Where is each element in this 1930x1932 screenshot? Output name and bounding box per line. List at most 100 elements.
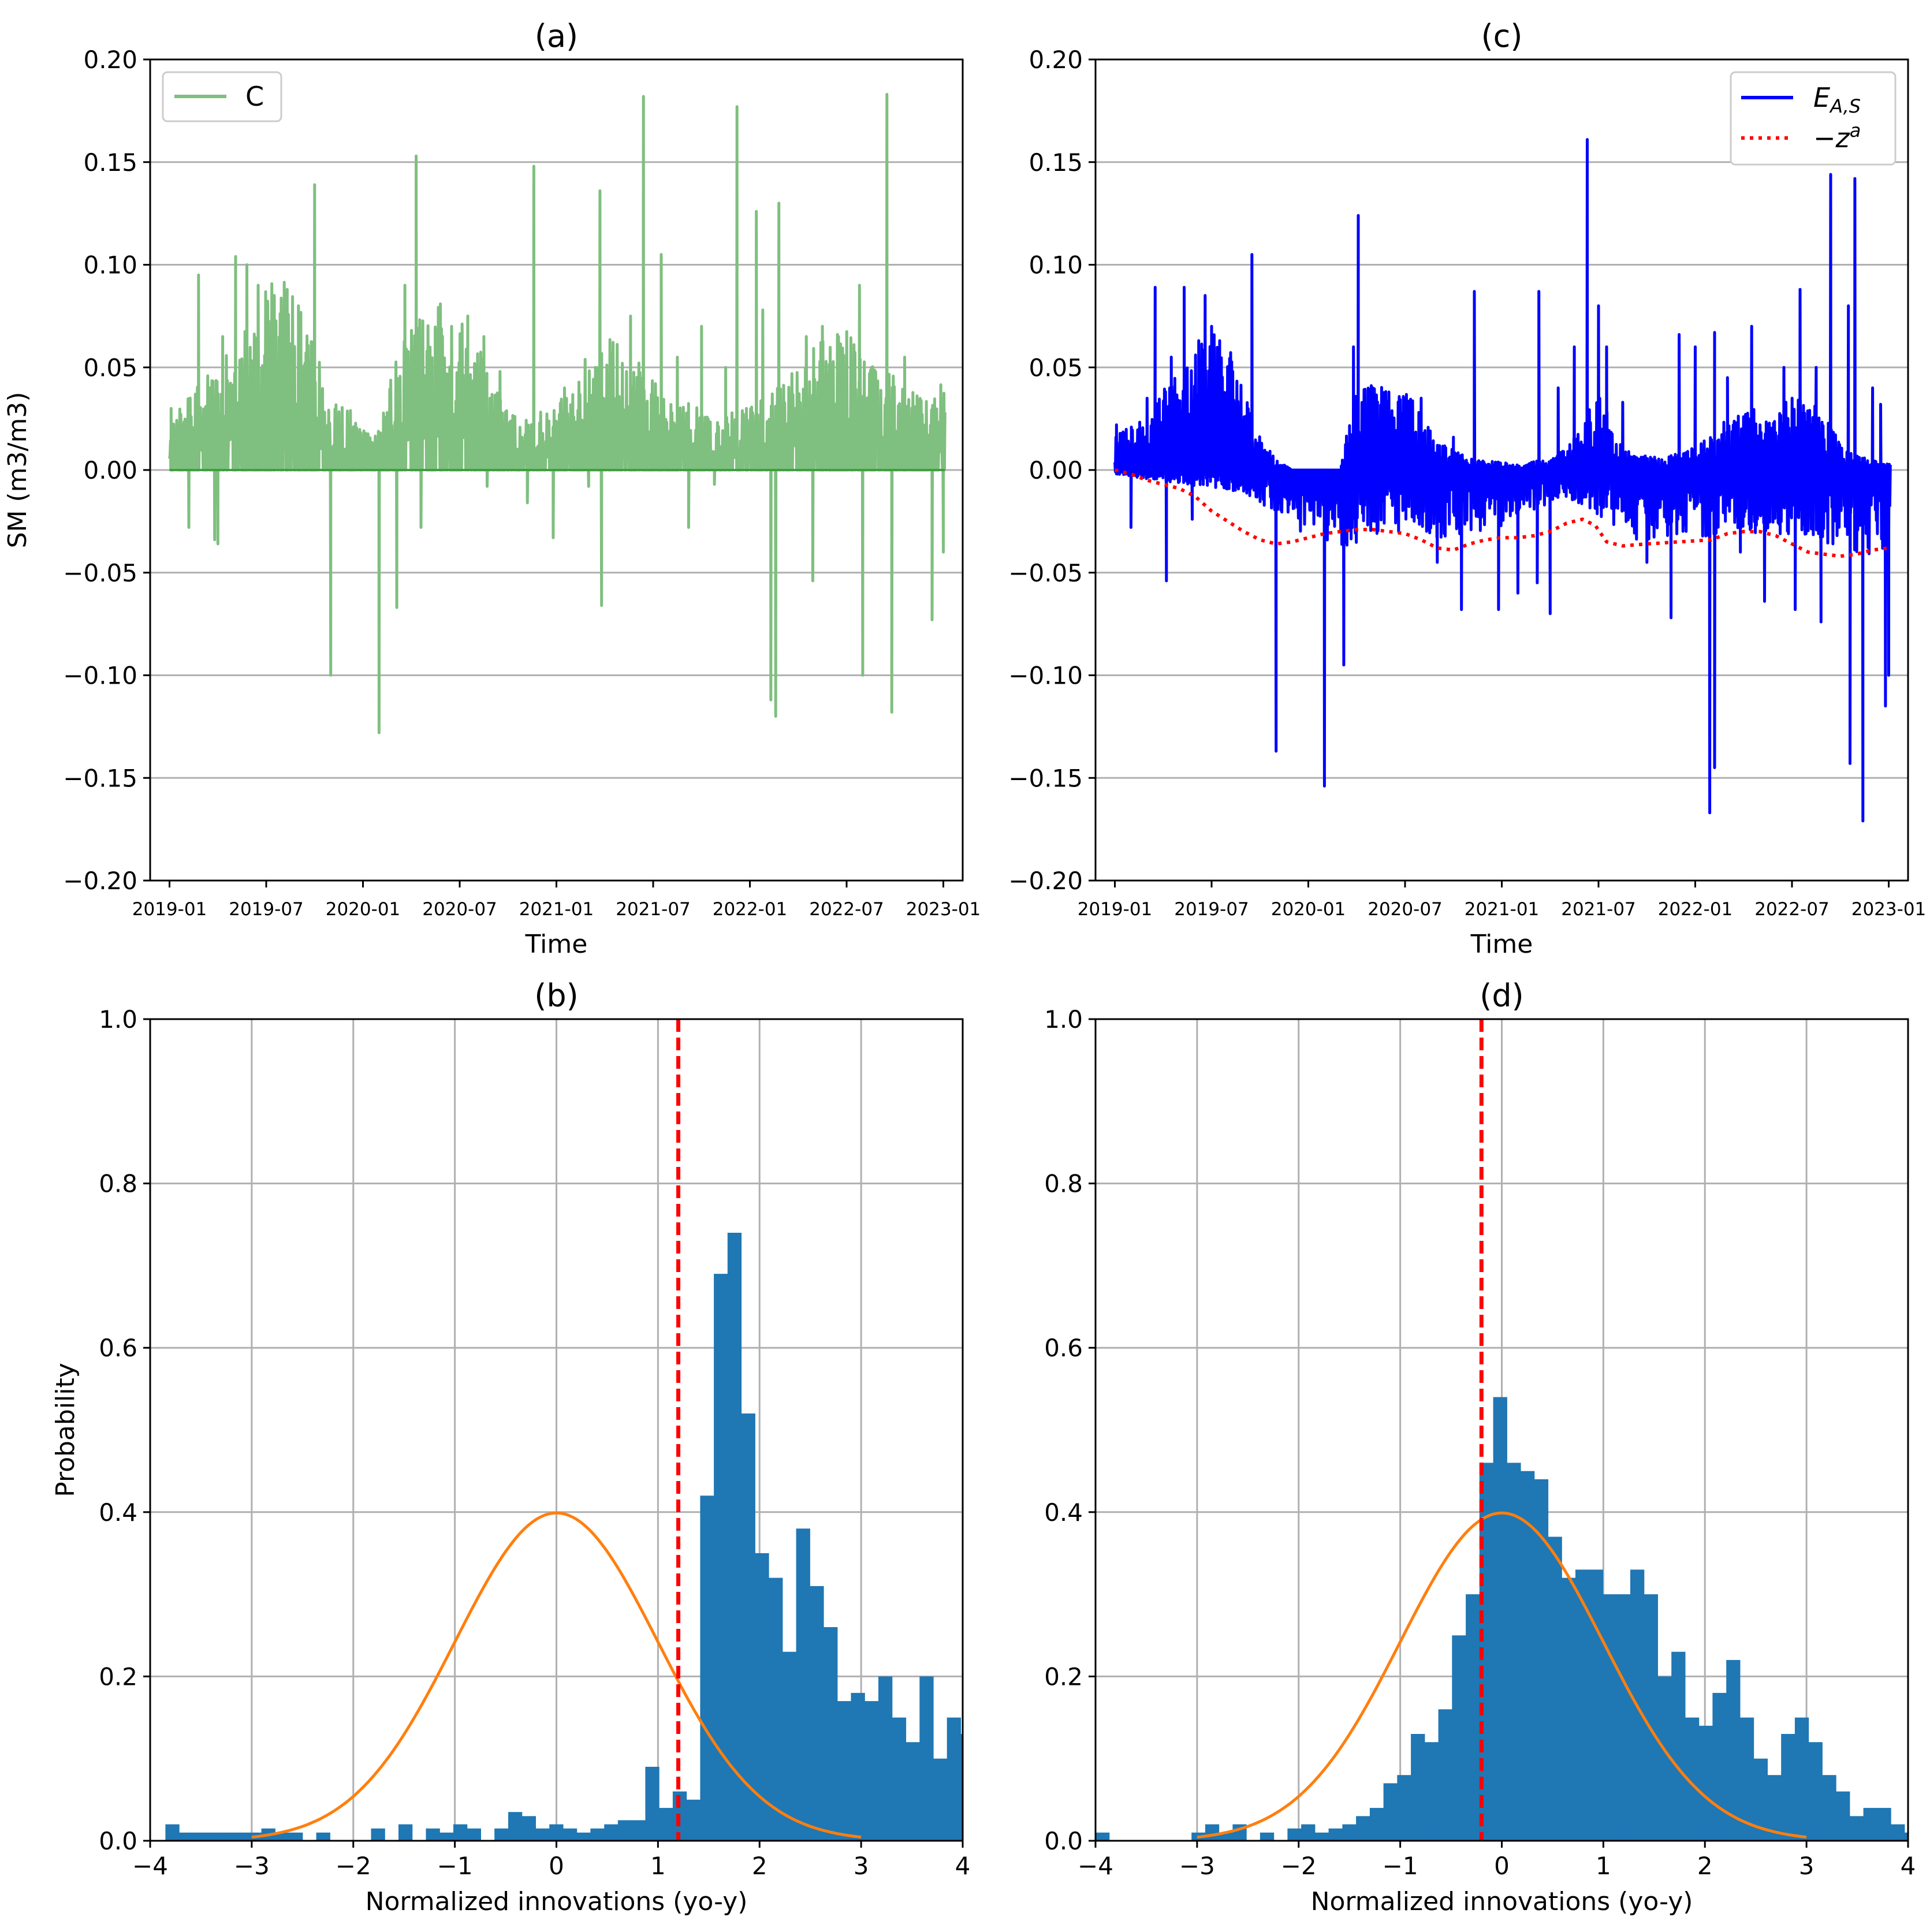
histogram-bar bbox=[1712, 1692, 1727, 1841]
histogram-bar bbox=[782, 1651, 797, 1841]
histogram-bar bbox=[535, 1828, 550, 1841]
x-axis-label: Time bbox=[525, 930, 588, 959]
series-line-−z^a bbox=[1114, 468, 1889, 558]
x-tick-label: 2020-07 bbox=[1368, 899, 1443, 920]
data-layer bbox=[1113, 138, 1892, 823]
chart-title: (c) bbox=[1481, 18, 1523, 54]
x-tick-label: −3 bbox=[1179, 1852, 1215, 1880]
y-tick-label: −0.20 bbox=[63, 867, 137, 895]
histogram-bar bbox=[1016, 1767, 1030, 1841]
histogram-bar bbox=[1397, 1775, 1411, 1841]
y-tick-label: 0.0 bbox=[99, 1827, 137, 1855]
x-tick-label: −2 bbox=[336, 1852, 371, 1880]
y-tick-label: −0.10 bbox=[63, 662, 137, 690]
y-tick-label: 0.15 bbox=[1029, 148, 1083, 177]
histogram-bar bbox=[234, 1832, 248, 1841]
x-tick-label: 2019-01 bbox=[132, 899, 207, 920]
histogram-bar bbox=[878, 1676, 893, 1841]
histogram-bar bbox=[1029, 1800, 1043, 1841]
chart-title: (a) bbox=[535, 18, 578, 54]
y-tick-label: 0.20 bbox=[1029, 46, 1083, 74]
x-tick-label: 2021-07 bbox=[616, 899, 691, 920]
histogram-bar bbox=[851, 1692, 865, 1841]
x-tick-label: 2020-01 bbox=[326, 899, 401, 920]
chart-title: (b) bbox=[534, 978, 578, 1014]
histogram-bar bbox=[1698, 1725, 1713, 1841]
y-tick-label: 0.2 bbox=[1044, 1662, 1083, 1691]
y-axis-label: Probability bbox=[51, 1363, 80, 1497]
histogram-bar bbox=[165, 1824, 180, 1841]
histogram-bar bbox=[1849, 1816, 1864, 1841]
y-tick-label: −0.15 bbox=[63, 764, 137, 792]
x-tick-label: 2021-01 bbox=[1465, 899, 1540, 920]
histogram-bar bbox=[1562, 1577, 1576, 1841]
histogram-bar bbox=[892, 1717, 907, 1841]
histogram-bar bbox=[988, 1775, 1002, 1841]
histogram-bar bbox=[1863, 1808, 1877, 1841]
histogram-bar bbox=[467, 1828, 481, 1841]
histogram-bar bbox=[508, 1812, 523, 1841]
y-tick-label: 0.00 bbox=[1029, 456, 1083, 484]
y-tick-label: −0.15 bbox=[1008, 764, 1083, 792]
y-tick-label: 0.2 bbox=[99, 1662, 137, 1691]
chart-title: (d) bbox=[1480, 978, 1523, 1014]
histogram-bar bbox=[824, 1627, 838, 1841]
x-tick-label: 2021-07 bbox=[1561, 899, 1636, 920]
y-tick-label: −0.10 bbox=[1008, 662, 1083, 690]
legend-box bbox=[1730, 71, 1897, 166]
panel-d: −4 −3 −2 −1 0 1 2 3 4 0.0 0.2 0.4 0.6 0.8 1.0 (d) Normal… bbox=[1044, 978, 1930, 1916]
legend-label: C bbox=[245, 81, 264, 112]
histogram-bar bbox=[645, 1766, 660, 1841]
x-axis-label: Normalized innovations (yo-y) bbox=[1311, 1887, 1693, 1916]
histogram-bar bbox=[1671, 1651, 1686, 1841]
histogram-bar bbox=[576, 1832, 591, 1841]
histogram-bar bbox=[1521, 1471, 1535, 1841]
histogram-bar bbox=[1438, 1709, 1452, 1841]
histogram-bar bbox=[837, 1701, 852, 1841]
histogram-bar bbox=[1466, 1594, 1480, 1841]
legend-label: −za bbox=[1813, 120, 1861, 154]
histogram-bar bbox=[1781, 1734, 1795, 1841]
x-tick-label: 3 bbox=[1799, 1852, 1815, 1880]
histogram-bar bbox=[1260, 1832, 1275, 1841]
x-axis-label: Time bbox=[1470, 930, 1533, 959]
histogram-bar bbox=[1096, 1832, 1110, 1841]
histogram-bar bbox=[1808, 1742, 1823, 1841]
y-tick-label: 0.00 bbox=[83, 456, 137, 484]
histogram-bar bbox=[1493, 1397, 1507, 1841]
histogram-bar bbox=[700, 1495, 714, 1841]
y-tick-label: 0.8 bbox=[99, 1170, 137, 1198]
axes-frame bbox=[1094, 1018, 1909, 1842]
histogram-bar bbox=[1891, 1824, 1905, 1841]
histogram-bar bbox=[1383, 1783, 1398, 1841]
histogram-bar bbox=[1548, 1536, 1562, 1841]
y-tick-label: 0.4 bbox=[1044, 1498, 1083, 1527]
legend: EA,S−za bbox=[1730, 71, 1897, 166]
y-tick-label: 0.10 bbox=[83, 251, 137, 279]
histogram-bar bbox=[1918, 1816, 1930, 1841]
x-tick-label: 2019-01 bbox=[1078, 899, 1153, 920]
histogram-bar bbox=[316, 1832, 330, 1841]
legend-label: EA,S bbox=[1813, 82, 1861, 117]
histogram-bar bbox=[741, 1413, 755, 1841]
histogram-bar bbox=[1589, 1569, 1604, 1841]
x-tick-label: −2 bbox=[1281, 1852, 1317, 1880]
histogram-bar bbox=[727, 1233, 742, 1841]
histogram-bar bbox=[206, 1832, 221, 1841]
histogram-bar bbox=[1644, 1594, 1658, 1841]
series-line-C bbox=[168, 92, 947, 734]
x-tick-label: 2020-07 bbox=[422, 899, 497, 920]
y-tick-label: 0.15 bbox=[83, 148, 137, 177]
x-tick-label: −4 bbox=[1078, 1852, 1113, 1880]
histogram-bar bbox=[1314, 1832, 1329, 1841]
y-tick-label: 0.05 bbox=[1029, 353, 1083, 382]
histogram-bar bbox=[919, 1676, 934, 1841]
x-tick-label: 2022-01 bbox=[1658, 899, 1733, 920]
histogram-bar bbox=[398, 1824, 413, 1841]
x-tick-label: 2 bbox=[752, 1852, 767, 1880]
histogram-bar bbox=[1575, 1569, 1590, 1841]
y-axis-label: SM (m3/m3) bbox=[3, 392, 32, 549]
y-tick-label: 1.0 bbox=[99, 1005, 137, 1034]
histogram-bar bbox=[1328, 1828, 1343, 1841]
y-tick-label: 0.6 bbox=[99, 1334, 137, 1362]
